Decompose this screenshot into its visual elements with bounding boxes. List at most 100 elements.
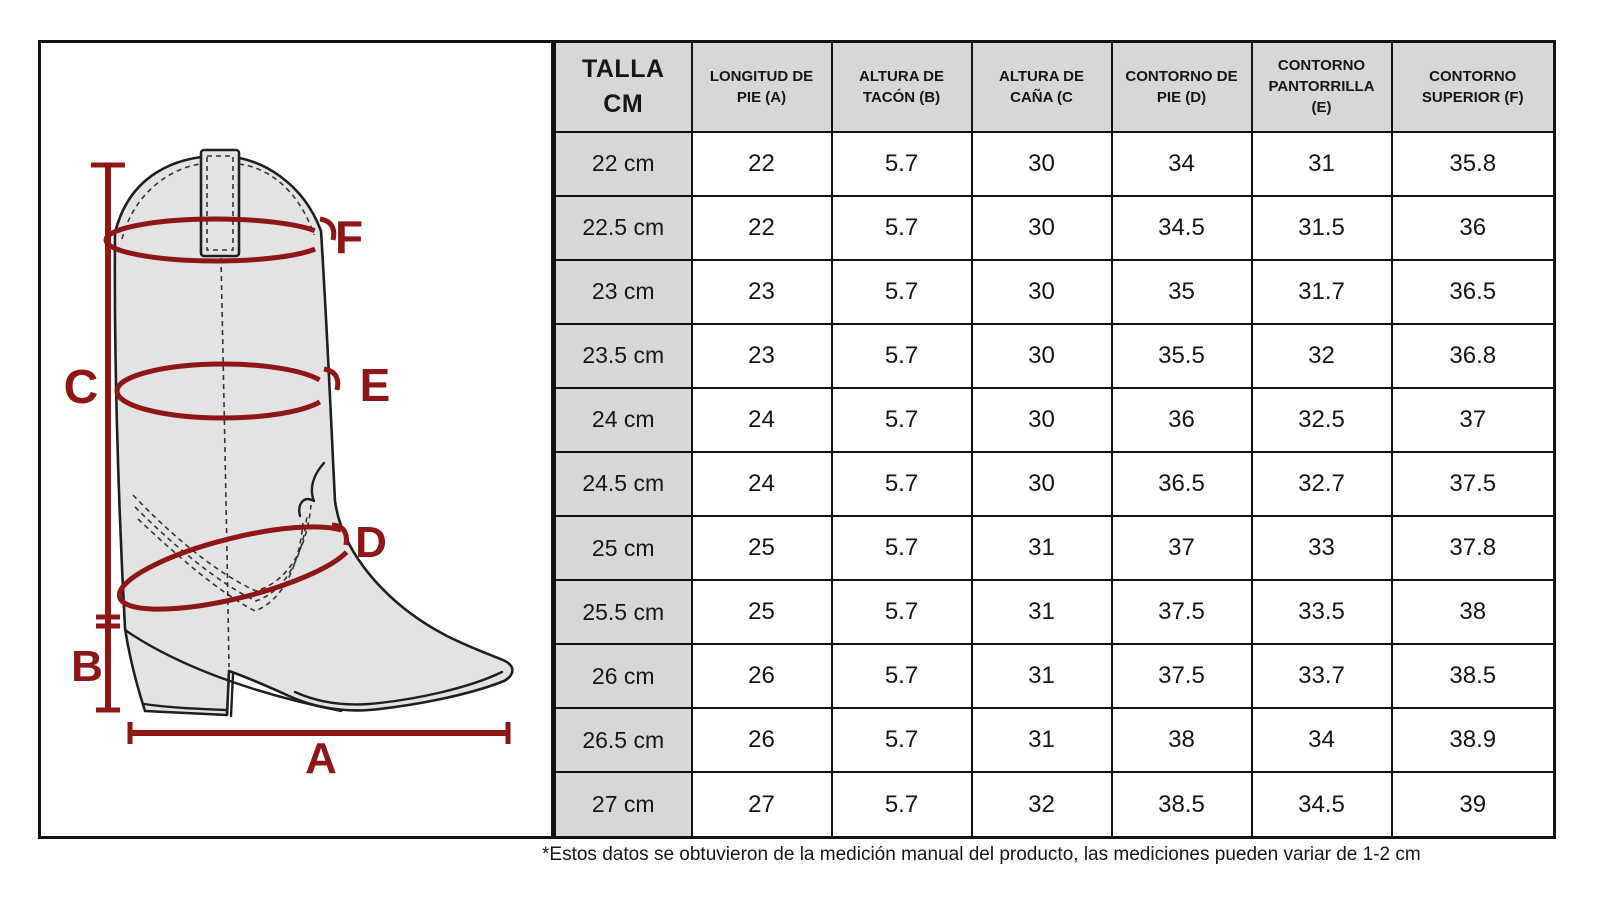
value-cell: 26 xyxy=(690,643,833,710)
value-cell: 23 xyxy=(690,322,833,389)
measurement-ellipse-F xyxy=(103,216,329,264)
measurement-ellipse-D xyxy=(116,524,356,612)
size-cell: 23.5 cm xyxy=(553,322,693,389)
value-cell: 22 xyxy=(690,130,833,197)
value-cell: 39 xyxy=(1390,771,1556,839)
value-cell: 36.5 xyxy=(1390,258,1556,325)
column-header: ALTURA DE TACÓN (B) xyxy=(830,40,973,133)
table-row: 24.5 cm 24 5.7 30 36.5 32.7 37.5 xyxy=(553,450,1556,517)
size-cell: 24 cm xyxy=(553,386,693,453)
table-row: 25 cm 25 5.7 31 37 33 37.8 xyxy=(553,514,1556,582)
value-cell: 5.7 xyxy=(830,322,973,389)
table-row: 24 cm 24 5.7 30 36 32.5 37 xyxy=(553,386,1556,453)
value-cell: 5.7 xyxy=(830,258,973,325)
measurement-disclaimer: *Estos datos se obtuvieron de la medició… xyxy=(542,844,1421,865)
value-cell: 31 xyxy=(970,514,1113,582)
boot-heel-sole-edge xyxy=(142,702,228,712)
value-cell: 5.7 xyxy=(830,130,973,197)
boot-collar-stitching xyxy=(121,163,315,240)
value-cell: 25 xyxy=(690,579,833,646)
value-cell: 32 xyxy=(970,771,1113,839)
boot-pull-tab-stitching xyxy=(206,155,234,251)
value-cell: 37 xyxy=(1110,514,1253,582)
boot-pull-tab xyxy=(199,148,241,258)
value-cell: 31 xyxy=(970,579,1113,646)
value-cell: 5.7 xyxy=(830,514,973,582)
size-cell: 26.5 cm xyxy=(553,707,693,774)
value-cell: 36 xyxy=(1110,386,1253,453)
value-cell: 5.7 xyxy=(830,643,973,710)
value-cell: 38.9 xyxy=(1390,707,1556,774)
value-cell: 33 xyxy=(1250,514,1393,582)
value-cell: 38 xyxy=(1390,579,1556,646)
value-cell: 37.5 xyxy=(1110,579,1253,646)
column-header: LONGITUD DE PIE (A) xyxy=(690,40,833,133)
column-header: ALTURA DE CAÑA (C xyxy=(970,40,1113,133)
value-cell: 31.7 xyxy=(1250,258,1393,325)
table-row: 26.5 cm 26 5.7 31 38 34 38.9 xyxy=(553,707,1556,774)
boot-featherline xyxy=(123,628,343,713)
size-table: TALLA CM LONGITUD DE PIE (A) ALTURA DE TA… xyxy=(553,40,1556,839)
measurement-label-A: A xyxy=(305,734,337,783)
measurement-caps-A xyxy=(127,722,511,744)
value-cell: 25 xyxy=(690,514,833,582)
column-header: CONTORNO SUPERIOR (F) xyxy=(1390,40,1556,133)
measurement-ellipse-E xyxy=(114,361,332,421)
size-cell: 26 cm xyxy=(553,643,693,710)
size-cell: 24.5 cm xyxy=(553,450,693,517)
value-cell: 30 xyxy=(970,322,1113,389)
value-cell: 5.7 xyxy=(830,450,973,517)
measurement-label-C: C xyxy=(64,361,99,414)
value-cell: 30 xyxy=(970,386,1113,453)
value-cell: 33.5 xyxy=(1250,579,1393,646)
boot-center-seam xyxy=(220,257,230,668)
value-cell: 36.5 xyxy=(1110,450,1253,517)
table-row: 23 cm 23 5.7 30 35 31.7 36.5 xyxy=(553,258,1556,325)
value-cell: 5.7 xyxy=(830,771,973,839)
value-cell: 34.5 xyxy=(1250,771,1393,839)
value-cell: 5.7 xyxy=(830,707,973,774)
value-cell: 27 xyxy=(690,771,833,839)
value-cell: 24 xyxy=(690,450,833,517)
boot-silhouette xyxy=(113,154,514,717)
value-cell: 38.5 xyxy=(1110,771,1253,839)
measurement-label-E: E xyxy=(360,359,391,411)
value-cell: 36 xyxy=(1390,194,1556,261)
value-cell: 24 xyxy=(690,386,833,453)
size-cell: 23 cm xyxy=(553,258,693,325)
value-cell: 38.5 xyxy=(1390,643,1556,710)
table-row: 23.5 cm 23 5.7 30 35.5 32 36.8 xyxy=(553,322,1556,389)
column-header: CONTORNO PANTORRILLA (E) xyxy=(1250,40,1393,133)
boot-illustration: C B A F E D xyxy=(64,148,514,783)
boot-measurement-diagram: C B A F E D xyxy=(38,40,554,839)
value-cell: 30 xyxy=(970,258,1113,325)
value-cell: 32 xyxy=(1250,322,1393,389)
size-cell: 22.5 cm xyxy=(553,194,693,261)
value-cell: 35 xyxy=(1110,258,1253,325)
header-row: TALLA CM LONGITUD DE PIE (A) ALTURA DE TA… xyxy=(553,40,1556,133)
value-cell: 34 xyxy=(1110,130,1253,197)
table-row: 27 cm 27 5.7 32 38.5 34.5 39 xyxy=(553,771,1556,839)
size-chart: TALLA CM LONGITUD DE PIE (A) ALTURA DE TA… xyxy=(553,40,1556,839)
value-cell: 38 xyxy=(1110,707,1253,774)
table-row: 26 cm 26 5.7 31 37.5 33.7 38.5 xyxy=(553,643,1556,710)
value-cell: 32.7 xyxy=(1250,450,1393,517)
measurement-hook-E xyxy=(323,366,341,391)
table-row: 22.5 cm 22 5.7 30 34.5 31.5 36 xyxy=(553,194,1556,261)
boot-heel-breast xyxy=(229,672,235,718)
value-cell: 22 xyxy=(690,194,833,261)
size-cell: 25 cm xyxy=(553,514,693,582)
value-cell: 31.5 xyxy=(1250,194,1393,261)
measurement-hook-F xyxy=(319,216,337,241)
table-row: 22 cm 22 5.7 30 34 31 35.8 xyxy=(553,130,1556,197)
value-cell: 5.7 xyxy=(830,386,973,453)
value-cell: 30 xyxy=(970,130,1113,197)
size-cell: 22 cm xyxy=(553,130,693,197)
value-cell: 31 xyxy=(1250,130,1393,197)
value-cell: 31 xyxy=(970,643,1113,710)
value-cell: 34.5 xyxy=(1110,194,1253,261)
measurement-break-ticks xyxy=(96,614,120,629)
boot-vamp-stitching xyxy=(132,494,312,612)
size-cell: 27 cm xyxy=(553,771,693,839)
value-cell: 37.8 xyxy=(1390,514,1556,582)
